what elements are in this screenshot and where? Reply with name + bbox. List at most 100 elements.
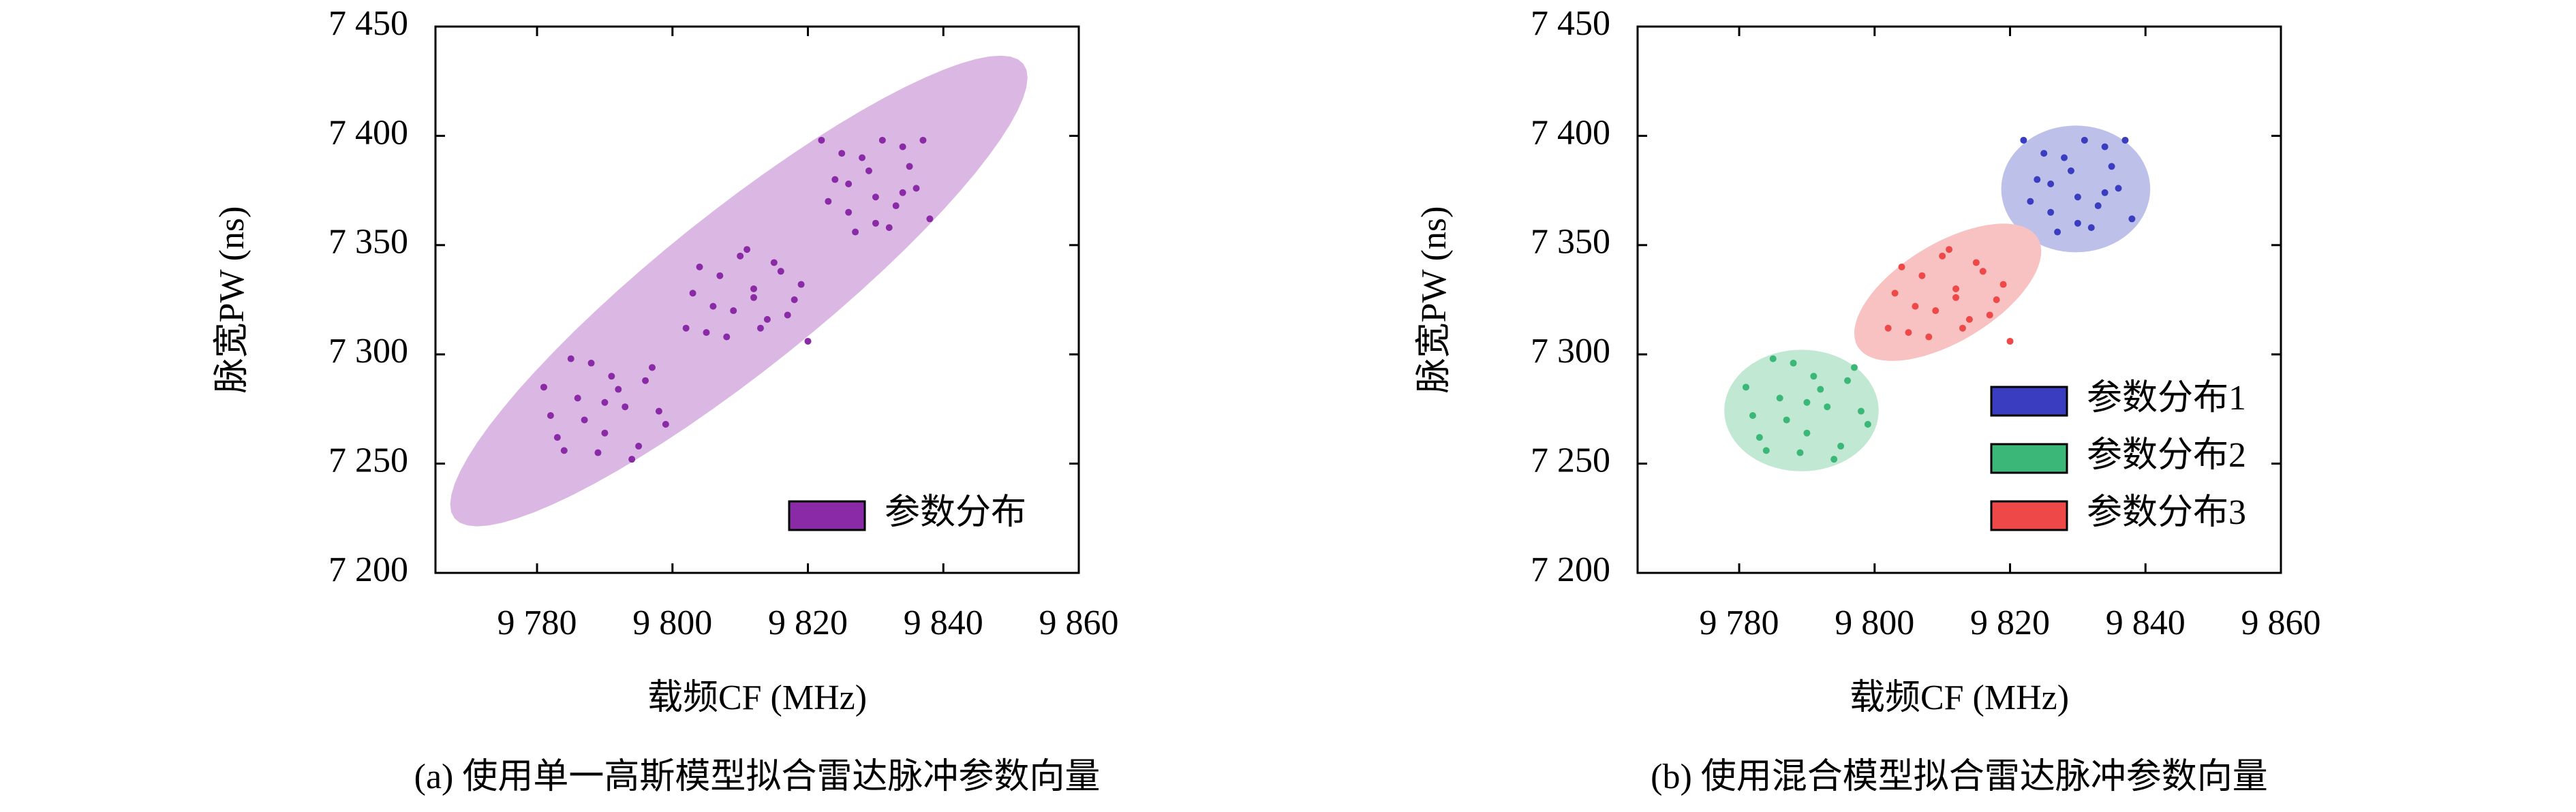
point [1965,315,1973,323]
point [2074,193,2081,201]
point [1918,272,1926,279]
point [581,416,588,424]
point [1850,364,1858,371]
x-axis-label: 载频CF (MHz) [647,678,867,717]
point [547,412,554,420]
point [703,329,710,337]
point [737,252,744,260]
legend-swatch [788,500,866,531]
point [859,154,866,161]
point [763,315,771,323]
x-tick-label: 9 800 [632,604,712,642]
point [872,219,879,227]
point [648,364,656,371]
caption: (b) 使用混合模型拟合雷达脉冲参数向量 [1651,758,2268,796]
chart: 9 780 9 800 9 820 9 840 9 860 7 200 7 250 7 300… [1415,4,2321,796]
point [777,268,784,275]
point [1810,373,1818,380]
point [913,185,920,192]
point [635,442,643,450]
point [1790,360,1797,367]
point [2108,163,2115,170]
point [845,208,853,216]
point [2067,167,2074,174]
point [831,176,839,183]
y-tick-label: 7 250 [328,441,408,480]
point [1755,434,1763,441]
point [1925,333,1933,341]
point [1769,355,1777,362]
legend-label: 参数分布1 [2087,379,2246,418]
point [1952,294,1960,301]
point [756,324,764,332]
point [818,136,825,144]
point [2027,198,2034,205]
point [899,143,906,151]
legend-label: 参数分布 [885,493,1026,532]
y-tick-label: 7 350 [328,223,408,262]
point [926,215,934,223]
point [615,386,622,393]
point [723,333,731,341]
axes-frame [1636,25,2282,574]
point [2128,215,2136,223]
point [852,228,859,236]
point [743,246,751,253]
y-tick-label: 7 200 [1531,550,1610,589]
y-tick-label: 7 200 [328,550,408,589]
point [574,394,581,402]
point [2034,176,2041,183]
point [1946,246,1953,253]
point [1959,324,1966,332]
point [655,407,662,415]
point [567,355,574,362]
point [791,296,798,303]
point [865,167,872,174]
x-tick-label: 9 860 [2241,604,2321,642]
point [804,337,812,345]
point [2094,202,2102,210]
point [750,294,758,301]
x-tick-label: 9 860 [1039,604,1119,642]
point [560,447,568,454]
point [1824,403,1831,411]
point [1776,394,1783,402]
point [2006,337,2014,345]
point [1864,420,1871,428]
point [1993,296,2000,303]
point [2087,224,2095,232]
point [642,377,649,384]
point [2101,143,2109,151]
point [1742,384,1749,391]
point [1912,302,1919,310]
point [1817,386,1824,393]
point [1857,407,1865,415]
point [2115,185,2122,192]
point [825,198,832,205]
point [716,272,724,279]
point [2074,219,2081,227]
point [885,224,893,232]
point [750,285,758,292]
x-tick-label: 9 780 [1700,604,1779,642]
point [709,302,717,310]
y-tick-label: 7 300 [1531,332,1610,371]
point [540,384,547,391]
point [608,373,615,380]
y-tick-label: 7 300 [328,332,408,371]
point [1762,447,1770,454]
x-tick-label: 9 820 [768,604,848,642]
point [1905,329,1912,337]
ellipse [1854,223,2042,361]
x-tick-label: 9 800 [1835,604,1914,642]
legend-label: 参数分布2 [2087,436,2246,475]
y-tick-label: 7 250 [1531,441,1610,480]
point [622,403,629,411]
point [1783,416,1790,424]
point [696,263,703,270]
point [784,311,791,319]
legend-swatch [1990,386,2068,417]
point [682,324,690,332]
y-tick-label: 7 400 [328,113,408,152]
x-tick-label: 9 840 [2106,604,2186,642]
